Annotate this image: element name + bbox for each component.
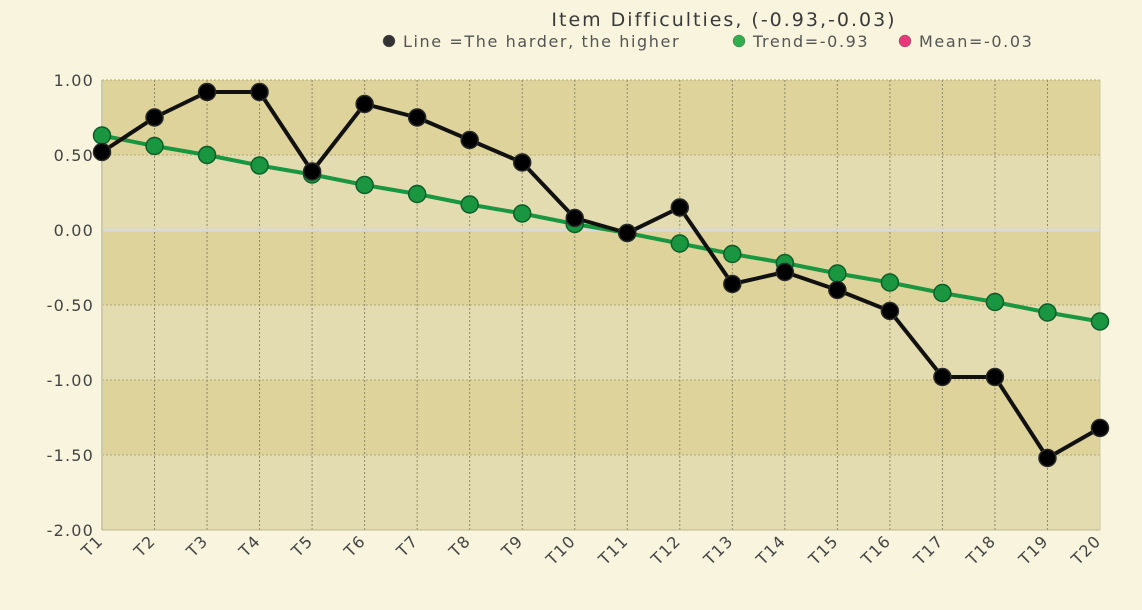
trend-point <box>1090 312 1110 331</box>
trend-point <box>670 234 690 253</box>
trend-point <box>250 156 269 175</box>
x-tick-label: T2 <box>129 531 159 561</box>
x-tick-label: T6 <box>340 531 370 561</box>
difficulty-point <box>1090 418 1110 438</box>
legend-marker <box>898 34 912 48</box>
plot-band <box>102 305 1100 380</box>
chart-title: Item Difficulties, (-0.93,-0.03) <box>551 9 896 31</box>
x-tick-label: T5 <box>287 531 317 561</box>
y-tick-label: 1.00 <box>54 71 94 90</box>
y-tick-label: -2.00 <box>47 521 94 540</box>
trend-point <box>723 244 742 264</box>
trend-point <box>460 195 479 214</box>
x-tick-label: T4 <box>234 531 264 561</box>
difficulty-point <box>355 94 374 114</box>
legend-label: Mean=-0.03 <box>919 32 1033 51</box>
difficulty-point <box>618 223 637 243</box>
series-group <box>92 82 1110 468</box>
x-tick-label: T15 <box>804 531 842 569</box>
x-tick-label: T16 <box>857 531 895 569</box>
legend: Line =The harder, the higher Trend=-0.93 M… <box>382 32 1033 51</box>
trend-point <box>828 264 847 283</box>
trend-point <box>1038 303 1057 322</box>
plot-band <box>102 380 1100 455</box>
trend-point <box>985 292 1005 312</box>
difficulty-point <box>92 142 112 162</box>
difficulty-point <box>670 198 690 217</box>
difficulty-point <box>565 208 584 228</box>
difficulty-point <box>828 280 847 300</box>
x-tick-label: T18 <box>962 531 1000 569</box>
x-tick-label: T17 <box>909 531 947 569</box>
x-tick-label: T3 <box>182 531 212 561</box>
trend-point <box>92 126 112 145</box>
trend-point <box>512 204 532 223</box>
x-tick-label: T10 <box>542 531 580 569</box>
y-tick-label: -1.00 <box>47 371 94 390</box>
difficulty-point <box>512 153 532 172</box>
difficulty-series-line <box>100 90 1101 460</box>
trend-point <box>880 273 900 292</box>
x-tick-label: T9 <box>497 531 527 561</box>
plot-band <box>102 455 1100 530</box>
difficulty-point <box>407 108 427 127</box>
legend-label: Line =The harder, the higher <box>403 32 680 51</box>
difficulty-point <box>197 82 217 102</box>
difficulty-point <box>933 367 952 387</box>
difficulty-point <box>880 301 900 321</box>
x-tick-label: T7 <box>392 531 422 561</box>
trend-point <box>407 184 427 204</box>
legend-label: Trend=-0.93 <box>752 32 869 51</box>
background-bands <box>102 80 1100 530</box>
x-tick-label: T19 <box>1014 531 1052 569</box>
x-tick-label: T8 <box>445 531 475 561</box>
x-tick-label: T11 <box>594 531 632 569</box>
difficulty-point <box>1038 448 1057 468</box>
y-tick-label: 0.50 <box>54 146 94 165</box>
difficulty-point <box>302 162 322 181</box>
difficulty-point <box>145 108 164 127</box>
trend-point <box>933 283 952 303</box>
y-tick-label: -1.50 <box>47 446 94 465</box>
difficulty-point <box>460 130 479 150</box>
trend-point <box>355 175 374 195</box>
x-tick-label: T12 <box>647 531 685 569</box>
x-tick-label: T14 <box>752 531 790 569</box>
difficulty-point <box>723 274 742 294</box>
legend-marker <box>382 34 396 48</box>
x-tick-label: T13 <box>699 531 737 569</box>
difficulty-point <box>250 82 269 102</box>
x-tick-label: T20 <box>1067 531 1105 569</box>
difficulty-point <box>985 367 1005 387</box>
trend-point <box>145 136 164 156</box>
trend-point <box>197 145 217 165</box>
difficulty-point <box>775 262 795 282</box>
legend-marker <box>732 34 746 48</box>
y-tick-label: -0.50 <box>47 296 94 315</box>
y-tick-label: 0.00 <box>54 221 94 240</box>
